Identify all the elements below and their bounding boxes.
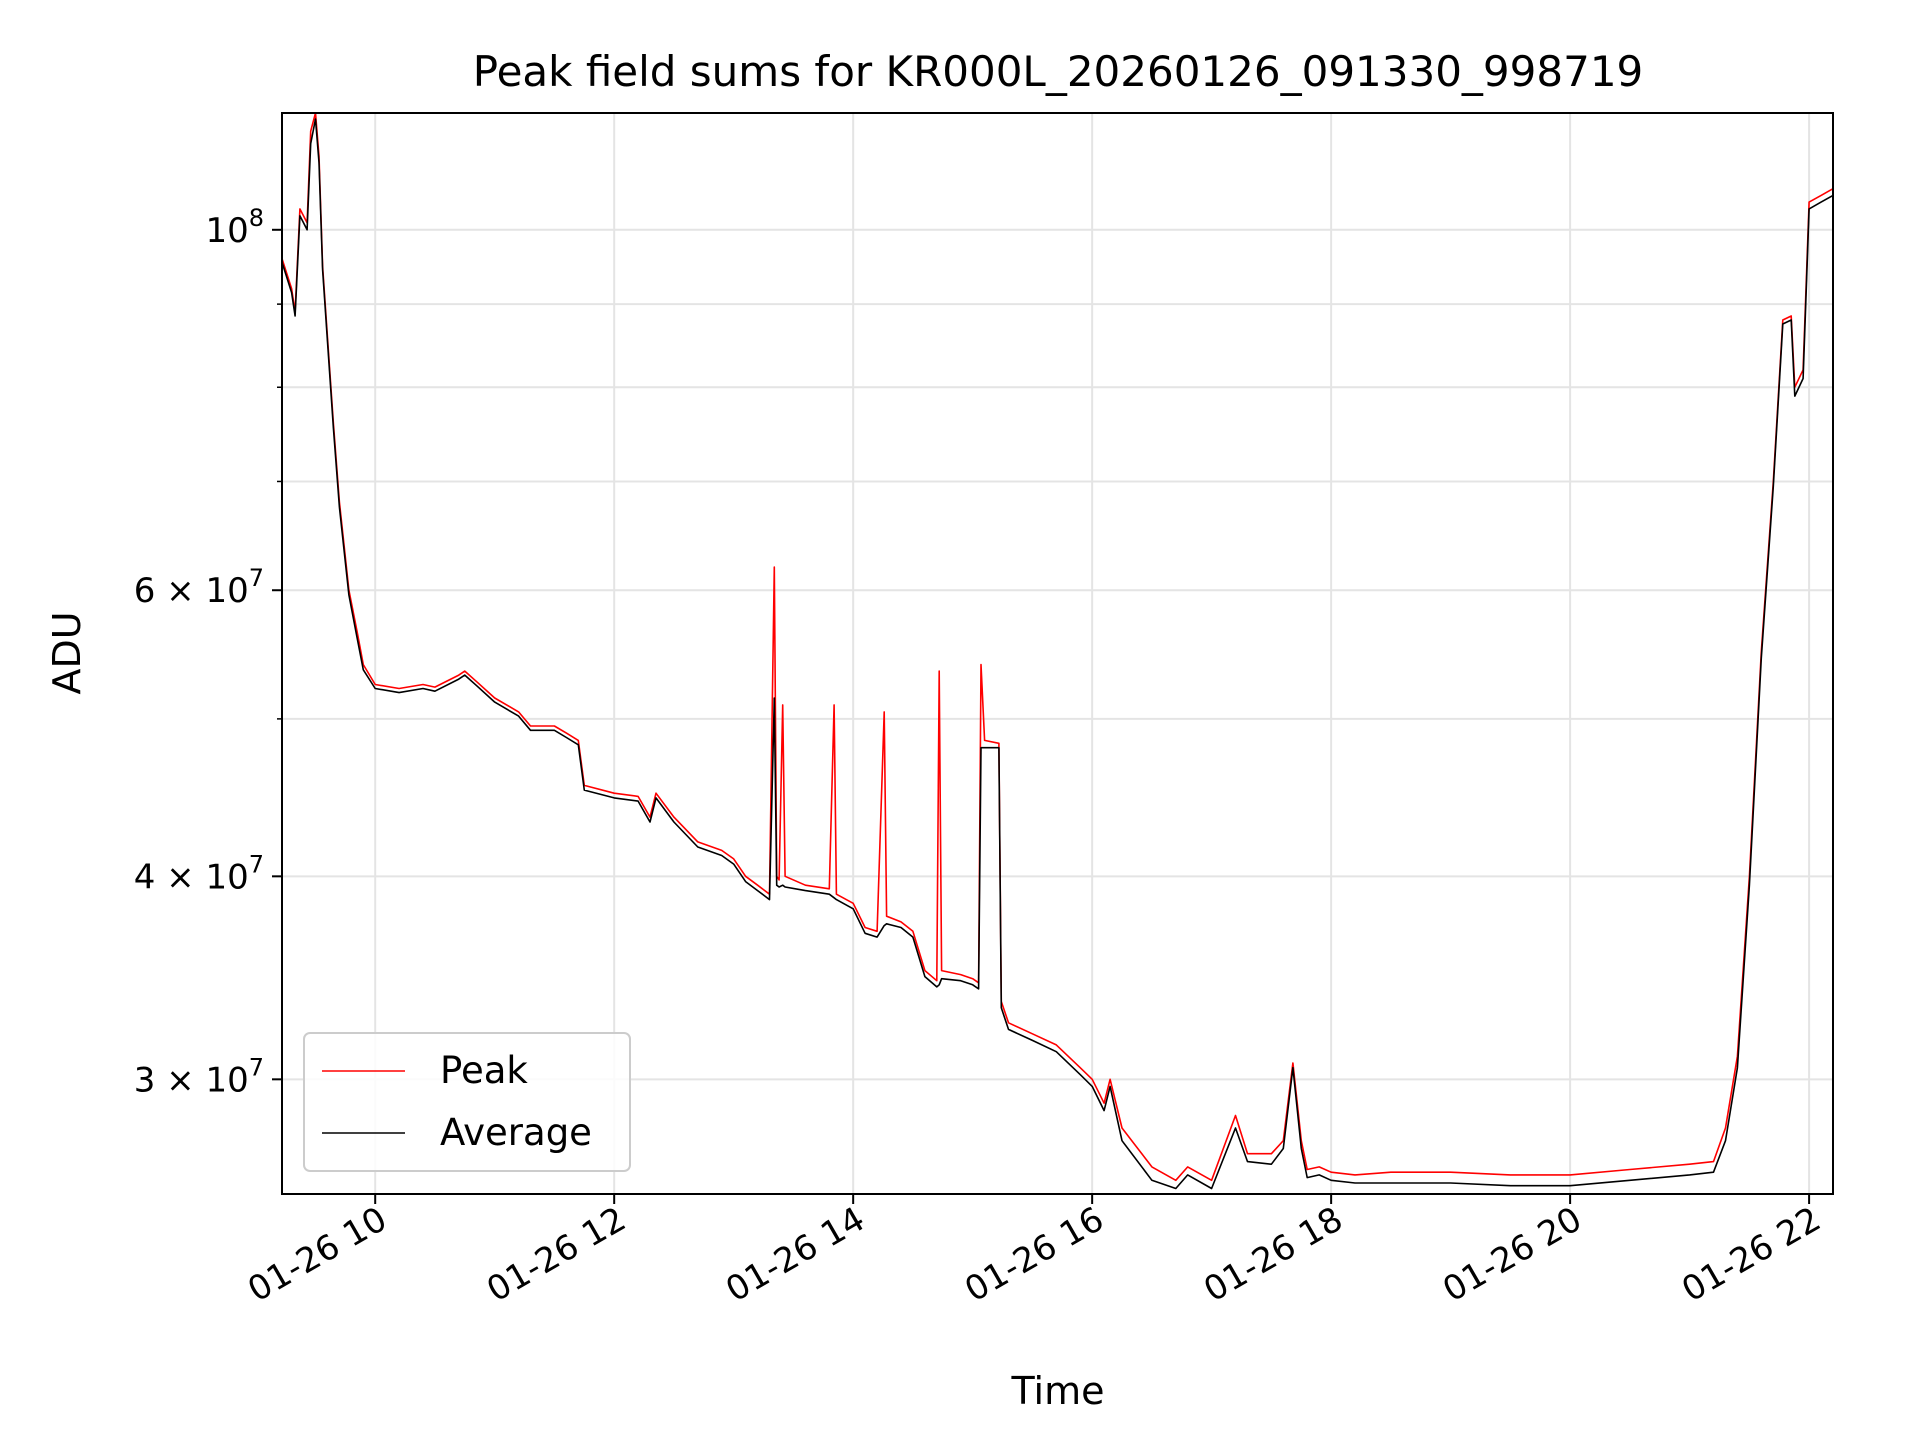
legend-label-peak: Peak <box>440 1049 528 1092</box>
series-line-peak <box>281 112 1834 1182</box>
y-axis: 3 × 107 4 × 107 6 × 107 108 <box>134 204 282 1100</box>
legend-label-average: Average <box>440 1111 592 1154</box>
chart-title: Peak field sums for KR000L_20260126_0913… <box>473 47 1644 96</box>
y-tick-label: 3 × 107 <box>134 1053 264 1100</box>
y-tick-label: 4 × 107 <box>134 850 264 897</box>
plot-area-frame <box>281 112 1834 1195</box>
x-axis-label: Time <box>1011 1369 1105 1413</box>
y-tick-label: 6 × 107 <box>134 564 264 611</box>
series-line-average <box>281 118 1834 1190</box>
series-layer <box>281 112 1834 1190</box>
legend: Peak Average <box>303 1032 631 1172</box>
y-tick-label: 108 <box>205 204 264 251</box>
legend-box <box>303 1032 631 1172</box>
y-axis-label: ADU <box>45 611 89 694</box>
